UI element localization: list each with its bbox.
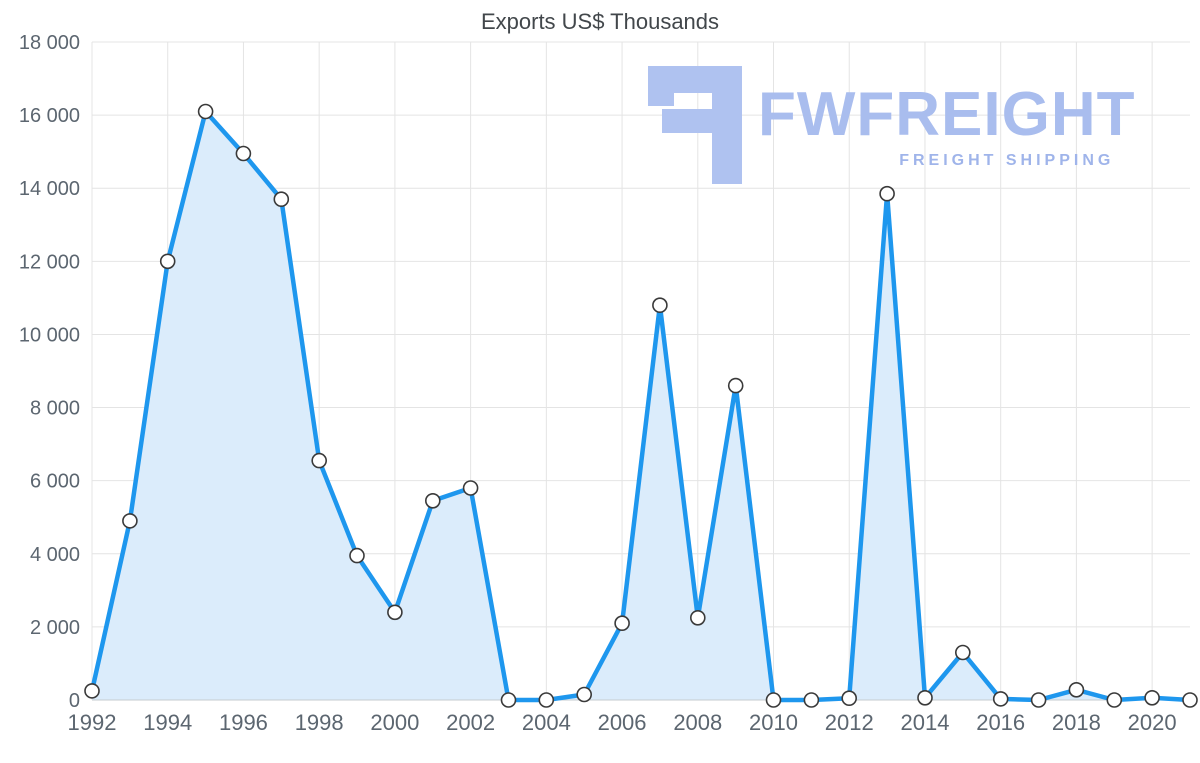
y-tick-label: 18 000 — [19, 32, 80, 54]
x-tick-label: 1998 — [295, 710, 344, 735]
data-point-marker — [159, 253, 176, 270]
data-point-marker — [387, 604, 403, 621]
x-tick-label: 2010 — [749, 710, 798, 735]
data-point-marker — [424, 492, 441, 509]
data-point-marker — [917, 689, 933, 706]
x-tick-label: 1992 — [68, 710, 117, 735]
x-tick-label: 2018 — [1052, 710, 1101, 735]
data-point-marker — [803, 692, 820, 708]
x-tick-label: 2020 — [1128, 710, 1177, 735]
x-tick-label: 2000 — [370, 710, 419, 735]
data-point-marker — [1182, 692, 1198, 708]
x-tick-label: 1994 — [143, 710, 192, 735]
data-point-marker — [500, 692, 517, 708]
x-tick-label: 2004 — [522, 710, 571, 735]
data-point-marker — [311, 452, 328, 469]
y-tick-label: 14 000 — [19, 178, 80, 200]
y-tick-label: 8 000 — [30, 398, 80, 420]
data-point-marker — [1106, 692, 1123, 708]
data-point-marker — [122, 513, 138, 529]
data-point-marker — [462, 480, 479, 496]
y-tick-label: 10 000 — [19, 324, 80, 346]
y-tick-label: 16 000 — [19, 105, 80, 127]
x-tick-label: 2002 — [446, 710, 495, 735]
data-point-marker — [765, 692, 782, 708]
x-tick-label: 2014 — [900, 710, 949, 735]
data-point-marker — [614, 615, 630, 632]
data-point-marker — [349, 547, 365, 564]
data-point-marker — [273, 191, 290, 207]
data-point-marker — [652, 297, 668, 314]
data-point-marker — [992, 691, 1009, 707]
data-point-marker — [538, 692, 555, 708]
y-tick-label: 12 000 — [19, 251, 80, 273]
data-point-marker — [1144, 689, 1160, 706]
x-tick-label: 2012 — [825, 710, 874, 735]
y-tick-label: 0 — [69, 690, 80, 712]
data-point-marker — [879, 185, 895, 202]
data-point-marker — [235, 145, 252, 162]
x-tick-label: 2006 — [598, 710, 647, 735]
y-tick-label: 2 000 — [30, 617, 80, 639]
y-tick-label: 6 000 — [30, 471, 80, 493]
data-point-marker — [576, 686, 593, 703]
data-point-marker — [727, 377, 744, 394]
data-point-marker — [197, 103, 214, 120]
area-fill — [92, 111, 1190, 700]
chart-title: Exports US$ Thousands — [480, 9, 720, 34]
x-tick-label: 1996 — [219, 710, 268, 735]
x-tick-label: 2008 — [673, 710, 722, 735]
y-tick-label: 4 000 — [30, 544, 80, 566]
data-point-marker — [84, 683, 100, 699]
data-point-marker — [1068, 681, 1085, 698]
data-point-marker — [841, 690, 858, 707]
data-point-marker — [689, 609, 706, 626]
data-point-marker — [954, 644, 971, 661]
x-tick-label: 2016 — [976, 710, 1025, 735]
data-point-marker — [1030, 692, 1047, 708]
